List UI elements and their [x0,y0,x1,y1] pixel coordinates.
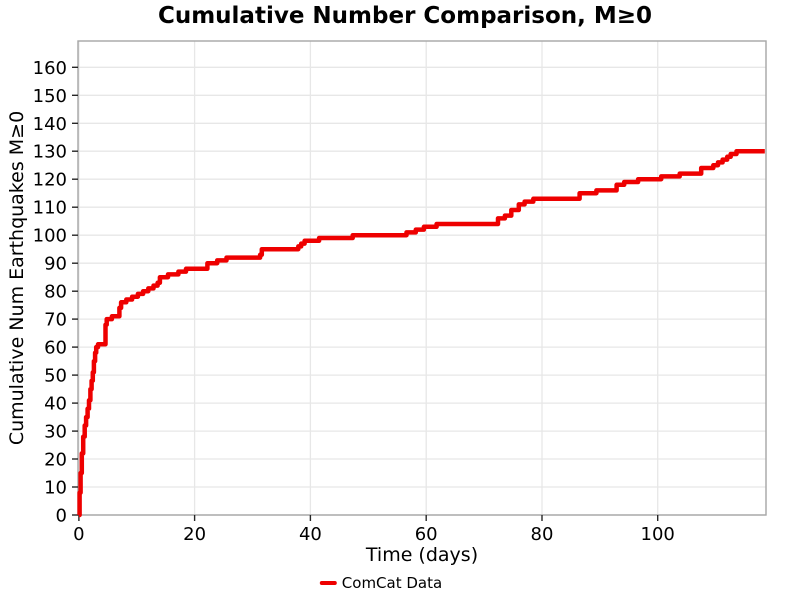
x-tick-label: 60 [415,524,438,545]
y-tick-label: 50 [44,366,67,387]
legend-label: ComCat Data [341,574,443,592]
legend: ComCat Data [319,574,443,592]
comcat-line [77,148,765,518]
y-tick-label: 140 [33,114,67,135]
y-tick-label: 120 [33,170,67,191]
y-tick-label: 70 [44,310,67,331]
legend-line-marker [319,580,337,586]
x-tick-label: 40 [299,524,322,545]
y-tick-label: 40 [44,394,67,415]
y-axis-label: Cumulative Num Earthquakes M≥0 [6,110,28,446]
x-tick-label: 80 [531,524,554,545]
y-tick-label: 160 [33,58,67,79]
y-tick-label: 80 [44,282,67,303]
y-tick-label: 30 [44,422,67,443]
x-tick-label: 20 [183,524,206,545]
x-tick-label: 0 [73,524,84,545]
x-axis-label: Time (days) [365,544,479,566]
plot-border [77,40,767,516]
y-tick-label: 150 [33,86,67,107]
y-tick-label: 90 [44,254,67,275]
y-tick-label: 60 [44,338,67,359]
chart-title: Cumulative Number Comparison, M≥0 [157,3,653,29]
y-tick-label: 0 [56,506,67,527]
y-tick-label: 110 [33,198,67,219]
y-tick-label: 10 [44,478,67,499]
y-tick-label: 100 [33,226,67,247]
y-tick-label: 130 [33,142,67,163]
y-tick-label: 20 [44,450,67,471]
x-tick-label: 100 [641,524,675,545]
